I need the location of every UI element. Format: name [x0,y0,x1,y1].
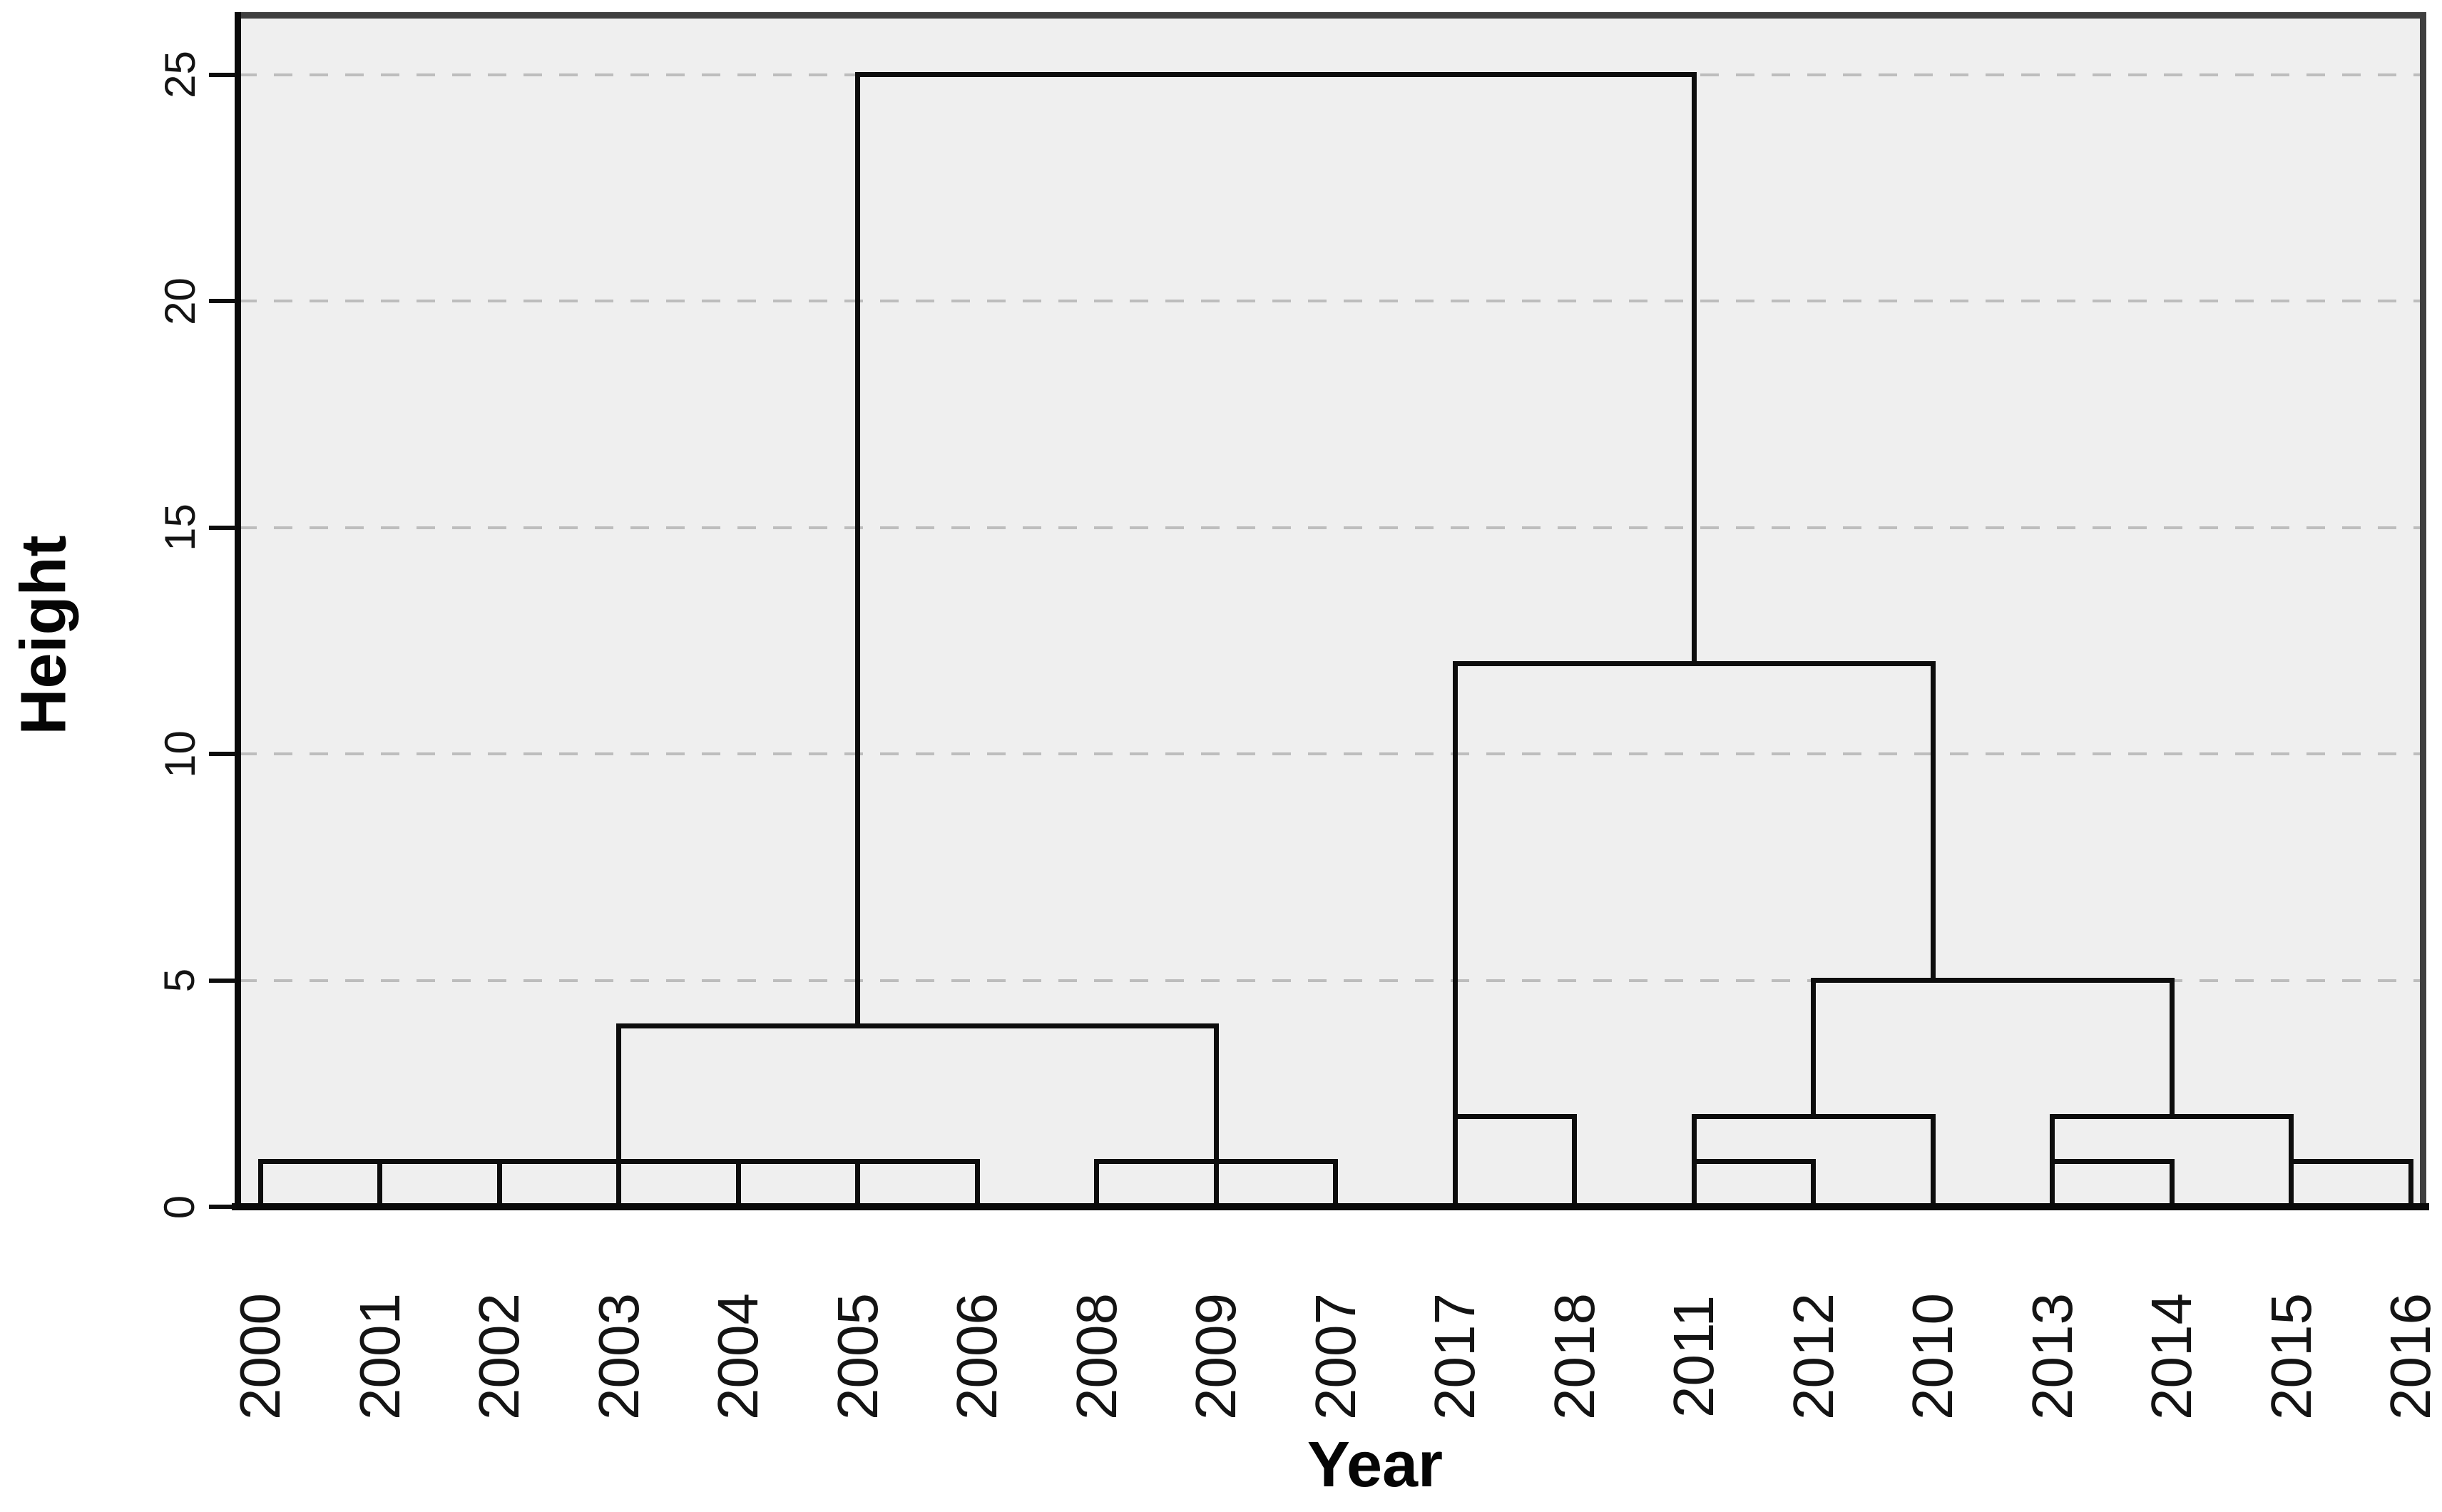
cluster-2011-2012-drop-2012 [1811,1159,1816,1210]
cluster-2015-2016-bar [2289,1159,2413,1164]
x-axis-title-box: Year [1161,1422,1589,1508]
cluster-right-supercluster-stem [1691,72,1697,666]
x-tick-label-2016: 2016 [2379,1293,2442,1420]
cluster-2008-2009-2007-drop-2008 [1094,1159,1099,1210]
y-axis-title: Height [8,535,80,735]
cluster-2000-to-2006-stem [616,1023,621,1164]
y-tick-label-box-5: 5 [108,909,251,1052]
gridline-y-10 [238,752,2420,755]
y-tick-15 [209,525,236,530]
y-tick-0 [209,1205,236,1209]
cluster-2017-2018-drop-2018 [1572,1113,1577,1210]
y-tick-label-box-10: 10 [108,683,251,825]
root-bar [855,72,1697,77]
cluster-2017-2018-stem [1452,660,1458,1119]
cluster-2000-to-2006-drop-2005 [855,1159,860,1210]
y-tick-25 [209,72,236,77]
y-tick-label-box-15: 15 [108,456,251,599]
y-tick-5 [209,978,236,983]
plot-right-border [2420,12,2426,1207]
cluster-2000-to-2007-bar [616,1023,1219,1028]
y-tick-20 [209,299,236,303]
plot-top-border [235,12,2426,19]
gridline-y-5 [238,979,2420,982]
cluster-2008-2009-2007-drop-2009 [1213,1159,1219,1210]
y-tick-label-10: 10 [155,730,204,778]
cluster-2011-2012-2010-stem [1811,978,1816,1119]
cluster-2011-to-2016-bar [1811,978,2175,983]
cluster-2011-2012-drop-2011 [1691,1159,1697,1210]
cluster-2000-to-2006-drop-2001 [377,1159,382,1210]
cluster-2000-to-2006-drop-2002 [496,1159,502,1210]
x-axis-title: Year [1307,1429,1444,1501]
gridline-y-20 [238,300,2420,302]
gridline-y-15 [238,526,2420,529]
cluster-2015-2016-drop-2015 [2289,1159,2294,1210]
cluster-2017-2018-drop-2017 [1452,1113,1458,1210]
cluster-2011-2012-stem [1691,1113,1697,1164]
x-axis-line [232,1203,2429,1210]
cluster-2013-2014-drop-2013 [2050,1159,2055,1210]
y-tick-label-0: 0 [155,1195,204,1219]
cluster-2015-2016-drop-2016 [2408,1159,2413,1210]
y-axis-line [235,12,241,1210]
cluster-2011-2012-bar [1691,1159,1816,1164]
cluster-2008-2009-2007-drop-2007 [1333,1159,1338,1210]
y-tick-label-box-25: 25 [108,4,251,146]
cluster-2013-to-2016-stem [2169,978,2175,1119]
cluster-2011-to-2016-stem [1930,660,1936,983]
y-tick-label-5: 5 [155,968,204,993]
cluster-2013-2014-drop-2014 [2169,1159,2175,1210]
y-tick-10 [209,752,236,756]
cluster-2000-to-2006-drop-2003 [616,1159,621,1210]
cluster-2000-to-2006-drop-2004 [735,1159,741,1210]
cluster-2017-2018-bar [1452,1113,1577,1119]
cluster-2008-2009-2007-stem [1213,1023,1219,1164]
cluster-2000-to-2006-drop-2006 [974,1159,980,1210]
cluster-2000-to-2007-stem [855,72,860,1028]
x-tick-label-box-2016: 2016 [2297,1242,2442,1471]
y-tick-label-15: 15 [155,504,204,551]
cluster-2013-2014-bar [2050,1159,2175,1164]
y-axis-title-box: Height [0,535,258,735]
cluster-2000-to-2006-drop-2000 [257,1159,263,1210]
cluster-2013-2014-stem [2050,1113,2055,1164]
cluster-2015-2016-stem [2289,1113,2294,1164]
y-tick-label-box-20: 20 [108,230,251,372]
y-tick-label-20: 20 [155,277,204,325]
plot-area [238,12,2420,1207]
cluster-2011-2012-2010-drop-2010 [1930,1113,1936,1210]
y-tick-label-25: 25 [155,51,204,98]
